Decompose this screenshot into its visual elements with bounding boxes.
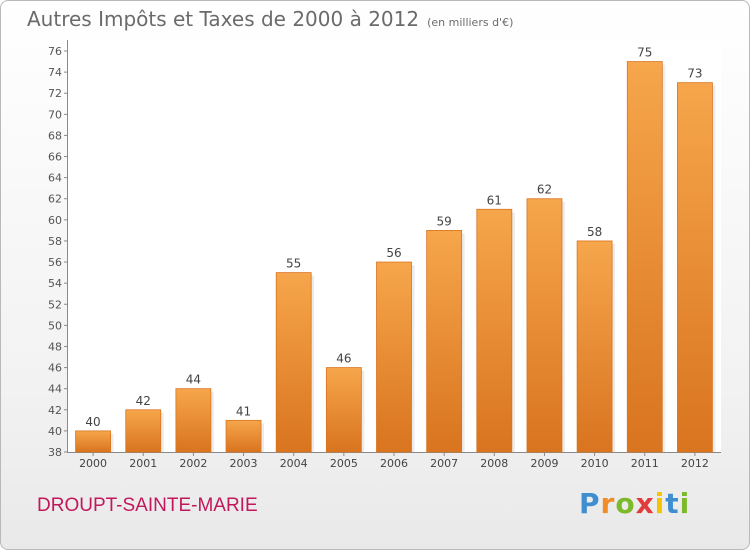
y-tick-label: 44 [48, 383, 62, 396]
y-tick-label: 50 [48, 319, 62, 332]
y-tick-label: 48 [48, 340, 62, 353]
x-tick-label: 2003 [230, 457, 258, 470]
y-tick-label: 42 [48, 404, 62, 417]
bar [225, 419, 262, 453]
bar [576, 240, 613, 453]
x-tick-label: 2004 [280, 457, 308, 470]
logo-letter: P [579, 487, 601, 520]
logo-letter: i [679, 487, 691, 520]
logo-letter: r [600, 487, 616, 520]
bar-value-label: 61 [487, 193, 502, 207]
y-tick-label: 58 [48, 235, 62, 248]
bar-value-label: 59 [437, 214, 452, 228]
y-tick-label: 72 [48, 87, 62, 100]
x-tick-label: 2009 [530, 457, 558, 470]
x-tick-label: 2001 [129, 457, 157, 470]
bar-value-label: 73 [687, 67, 702, 81]
chart-title: Autres Impôts et Taxes de 2000 à 2012 (en… [27, 7, 513, 31]
logo-letter: o [615, 487, 636, 520]
logo-letter: i [654, 487, 666, 520]
x-tick-label: 2000 [79, 457, 107, 470]
bar [125, 409, 162, 453]
chart-title-text: Autres Impôts et Taxes de 2000 à 2012 [27, 7, 420, 31]
y-tick-label: 40 [48, 425, 62, 438]
y-tick-label: 74 [48, 66, 62, 79]
y-tick-label: 66 [48, 151, 62, 164]
bar [376, 261, 412, 453]
bar [175, 388, 212, 453]
bar-value-label: 41 [236, 404, 251, 418]
bar [476, 208, 513, 453]
y-tick-label: 60 [48, 214, 62, 227]
x-tick-label: 2006 [380, 457, 408, 470]
bar-value-label: 44 [186, 373, 201, 387]
x-tick-label: 2008 [480, 457, 508, 470]
bar [75, 430, 111, 453]
proxiti-logo: Proxiti [579, 487, 690, 520]
bar-value-label: 42 [136, 394, 151, 408]
x-tick-label: 2007 [430, 457, 458, 470]
bar-value-label: 62 [537, 183, 552, 197]
bar-value-label: 40 [85, 415, 100, 429]
bar-value-label: 75 [637, 46, 652, 60]
y-tick-label: 56 [48, 256, 62, 269]
y-tick-label: 38 [48, 446, 62, 459]
bar [626, 61, 663, 453]
y-tick-label: 68 [48, 129, 62, 142]
y-tick-label: 64 [48, 172, 62, 185]
place-name: DROUPT-SAINTE-MARIE [37, 495, 258, 516]
y-tick-label: 52 [48, 298, 62, 311]
x-tick-label: 2011 [631, 457, 659, 470]
x-tick-label: 2005 [330, 457, 358, 470]
y-tick-label: 62 [48, 193, 62, 206]
y-tick-label: 70 [48, 108, 62, 121]
bar [426, 229, 463, 453]
bar-value-label: 55 [286, 257, 301, 271]
x-tick-label: 2002 [179, 457, 207, 470]
logo-letter: t [665, 487, 680, 520]
bar [677, 82, 713, 453]
y-tick-label: 46 [48, 362, 62, 375]
y-tick-label: 76 [48, 45, 62, 58]
x-tick-label: 2012 [681, 457, 709, 470]
y-tick-label: 54 [48, 277, 62, 290]
chart-unit: (en milliers d'€) [427, 16, 514, 29]
bar-value-label: 58 [587, 225, 602, 239]
bar [526, 198, 563, 453]
x-tick-label: 2010 [581, 457, 609, 470]
bar [325, 367, 362, 453]
bar-value-label: 56 [386, 246, 401, 260]
bar [275, 272, 312, 453]
bar-value-label: 46 [336, 352, 351, 366]
logo-letter: x [635, 487, 655, 520]
